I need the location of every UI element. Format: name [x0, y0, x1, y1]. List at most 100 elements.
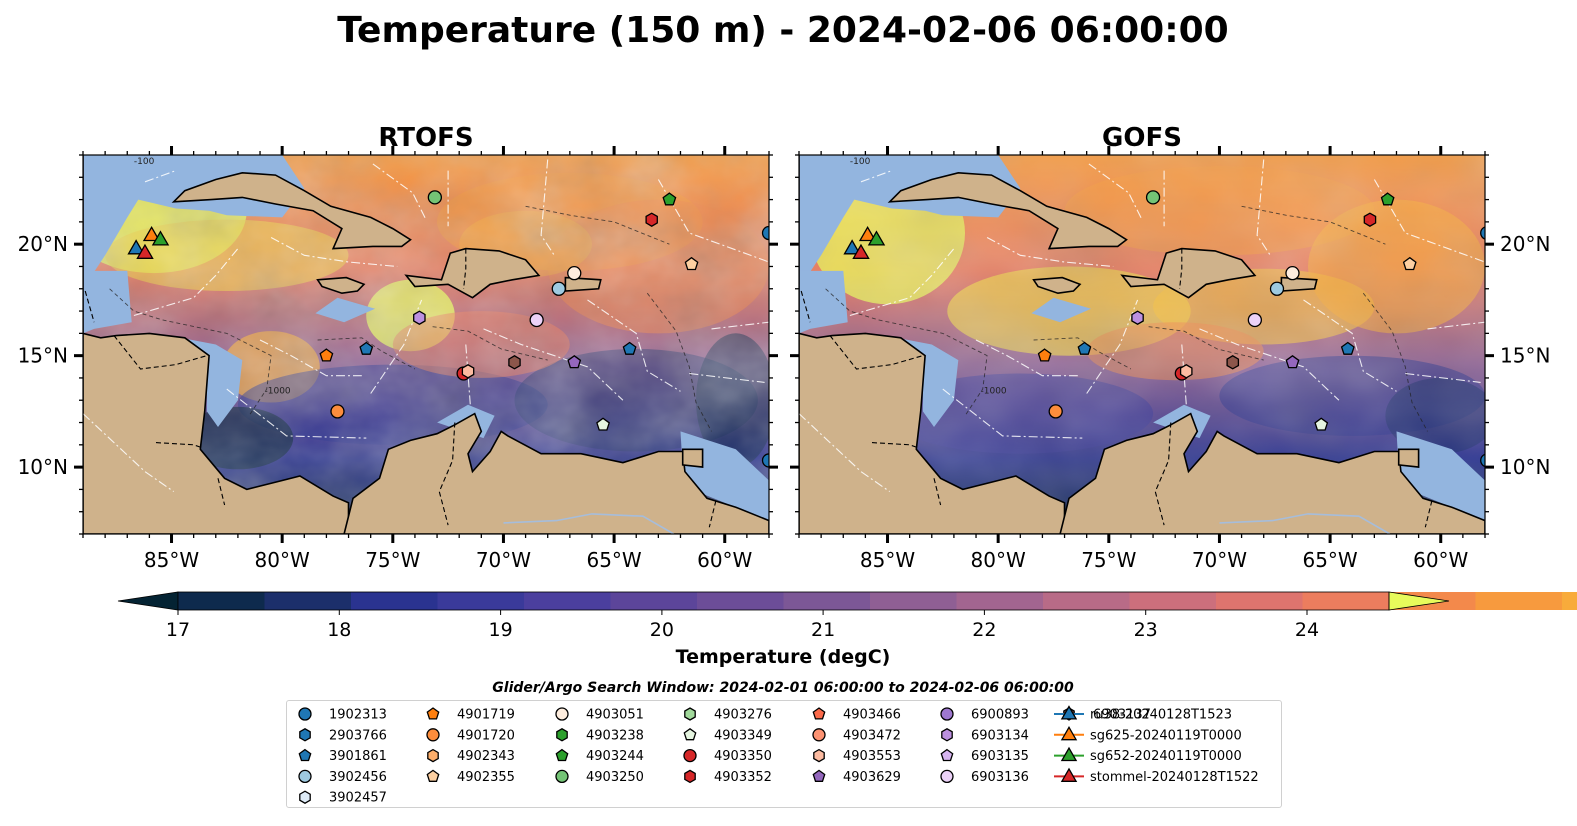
legend-entry-label: 4901719	[457, 708, 515, 723]
bathymetry-label: -100	[850, 157, 871, 167]
colorbar-bin	[1302, 592, 1390, 610]
float-6903134-marker	[1131, 310, 1144, 325]
country-border	[556, 533, 558, 534]
legend-marker-swatch	[298, 707, 312, 721]
eez-boundary	[689, 372, 765, 383]
legend-marker-swatch	[684, 707, 696, 721]
legend: 1902313 2903766 3901861 3902456 3902457 49017…	[298, 705, 1259, 806]
country-border	[1424, 500, 1433, 528]
legend-entry-label: 4902343	[457, 749, 515, 764]
colorbar: 17 18 19 20 21 22 23 24	[117, 591, 1577, 641]
float-4902355-marker	[1402, 256, 1417, 271]
legend-marker-swatch	[813, 748, 825, 763]
float-4903629-marker	[567, 354, 582, 369]
lon-tick-label: 70°W	[1192, 548, 1247, 572]
eez-boundary	[270, 237, 398, 268]
float-1902313-marker	[1480, 453, 1485, 468]
lat-tick-label: 20°N	[1500, 232, 1550, 256]
legend-marker-swatch	[298, 748, 312, 762]
eez-boundary	[259, 339, 362, 377]
bathymetry-contour	[646, 292, 712, 432]
eez-boundary	[483, 328, 624, 401]
colorbar-bin	[956, 592, 1044, 610]
float-4902355-marker	[684, 256, 699, 271]
colorbar-bin	[1562, 592, 1577, 610]
float-4903553-marker	[1179, 364, 1193, 379]
landmass	[1059, 412, 1485, 534]
float-4901719-marker	[319, 348, 334, 362]
float-4903244-marker	[1380, 192, 1395, 206]
colorbar-tick-label: 18	[327, 619, 351, 641]
landmass	[1280, 276, 1318, 292]
colorbar-bin	[1043, 592, 1131, 610]
legend-entry-label: 4903553	[843, 749, 901, 764]
float-4901720-marker	[1048, 404, 1063, 419]
legend-entry-label: sg625-20240119T0000	[1090, 728, 1242, 743]
eez-boundary	[1088, 163, 1143, 220]
shallow-shelf	[896, 337, 959, 427]
float-4901719-marker	[1037, 348, 1052, 362]
river	[1219, 513, 1391, 534]
landmass	[887, 171, 1128, 250]
lat-tick-label: 15°N	[1500, 344, 1550, 368]
legend-marker-swatch	[1060, 767, 1078, 782]
bathymetry-contour	[1362, 292, 1428, 432]
country-border	[871, 442, 917, 448]
shallow-shelf	[83, 270, 132, 334]
lat-tick-label: 10°N	[1500, 455, 1550, 479]
legend-marker-swatch	[684, 769, 696, 784]
lon-tick-label: 85°W	[860, 548, 915, 572]
country-border	[933, 478, 942, 506]
colorbar-bin	[437, 592, 525, 610]
eez-boundary	[83, 413, 175, 493]
river	[503, 513, 675, 534]
float-1902313-marker	[1480, 226, 1485, 240]
float-4903553-marker	[461, 364, 475, 379]
bathymetry-contour	[109, 288, 272, 417]
legend-marker-swatch	[555, 707, 569, 721]
legend-marker-swatch	[683, 727, 697, 741]
landmass	[404, 247, 541, 299]
shallow-shelf	[1031, 297, 1092, 323]
float-3902456-marker	[551, 281, 566, 296]
country-border	[438, 422, 456, 526]
colorbar-bin	[1475, 592, 1563, 610]
float-markers	[843, 190, 1485, 468]
float-stommel-20240128T1522-marker	[136, 243, 154, 259]
lon-tick-label: 65°W	[586, 548, 641, 572]
bathymetry-label: -100	[134, 157, 155, 167]
legend-frame	[286, 700, 1282, 808]
shallow-shelf	[315, 297, 376, 323]
eez-boundary	[860, 170, 893, 183]
legend-entry-label: 6903137	[1093, 708, 1151, 723]
map-panel-rtofs: RTOFS -1000-100 85°W 80°W 75°W 70°W 65°W 60°W…	[18, 123, 778, 572]
colorbar-bin	[264, 592, 352, 610]
landmass	[1120, 247, 1257, 299]
colorbar-tick-label: 23	[1134, 619, 1158, 641]
colorbar-tick-label: 17	[166, 619, 190, 641]
legend-entry-label: 4903466	[843, 708, 901, 723]
colorbar-bin	[610, 592, 698, 610]
float-4903250-marker	[1145, 190, 1161, 205]
shallow-shelf	[180, 337, 243, 427]
float-4903051-marker	[567, 266, 582, 281]
float-ru38-20240128T1523-marker	[127, 239, 145, 255]
lon-tick-label: 60°W	[1413, 548, 1468, 572]
float-4903629-marker	[1285, 354, 1300, 369]
legend-marker-swatch	[1060, 705, 1078, 720]
country-border	[829, 335, 924, 370]
colorbar-bin	[524, 592, 612, 610]
eez-boundary	[799, 413, 891, 493]
float-4903349-marker	[1314, 417, 1329, 431]
landmass	[316, 276, 366, 295]
float-3901861-marker	[1077, 341, 1092, 355]
landmass	[681, 448, 704, 468]
float-ru38-20240128T1523-marker	[843, 239, 861, 255]
landmass	[1397, 448, 1420, 468]
colorbar-tick-label: 22	[972, 619, 996, 641]
eez-boundary	[942, 388, 1083, 439]
legend-marker-swatch	[426, 728, 440, 742]
colorbar-extend-min	[117, 591, 179, 611]
float-sg652-20240119T0000-marker	[867, 230, 886, 246]
legend-marker-swatch	[683, 748, 697, 763]
